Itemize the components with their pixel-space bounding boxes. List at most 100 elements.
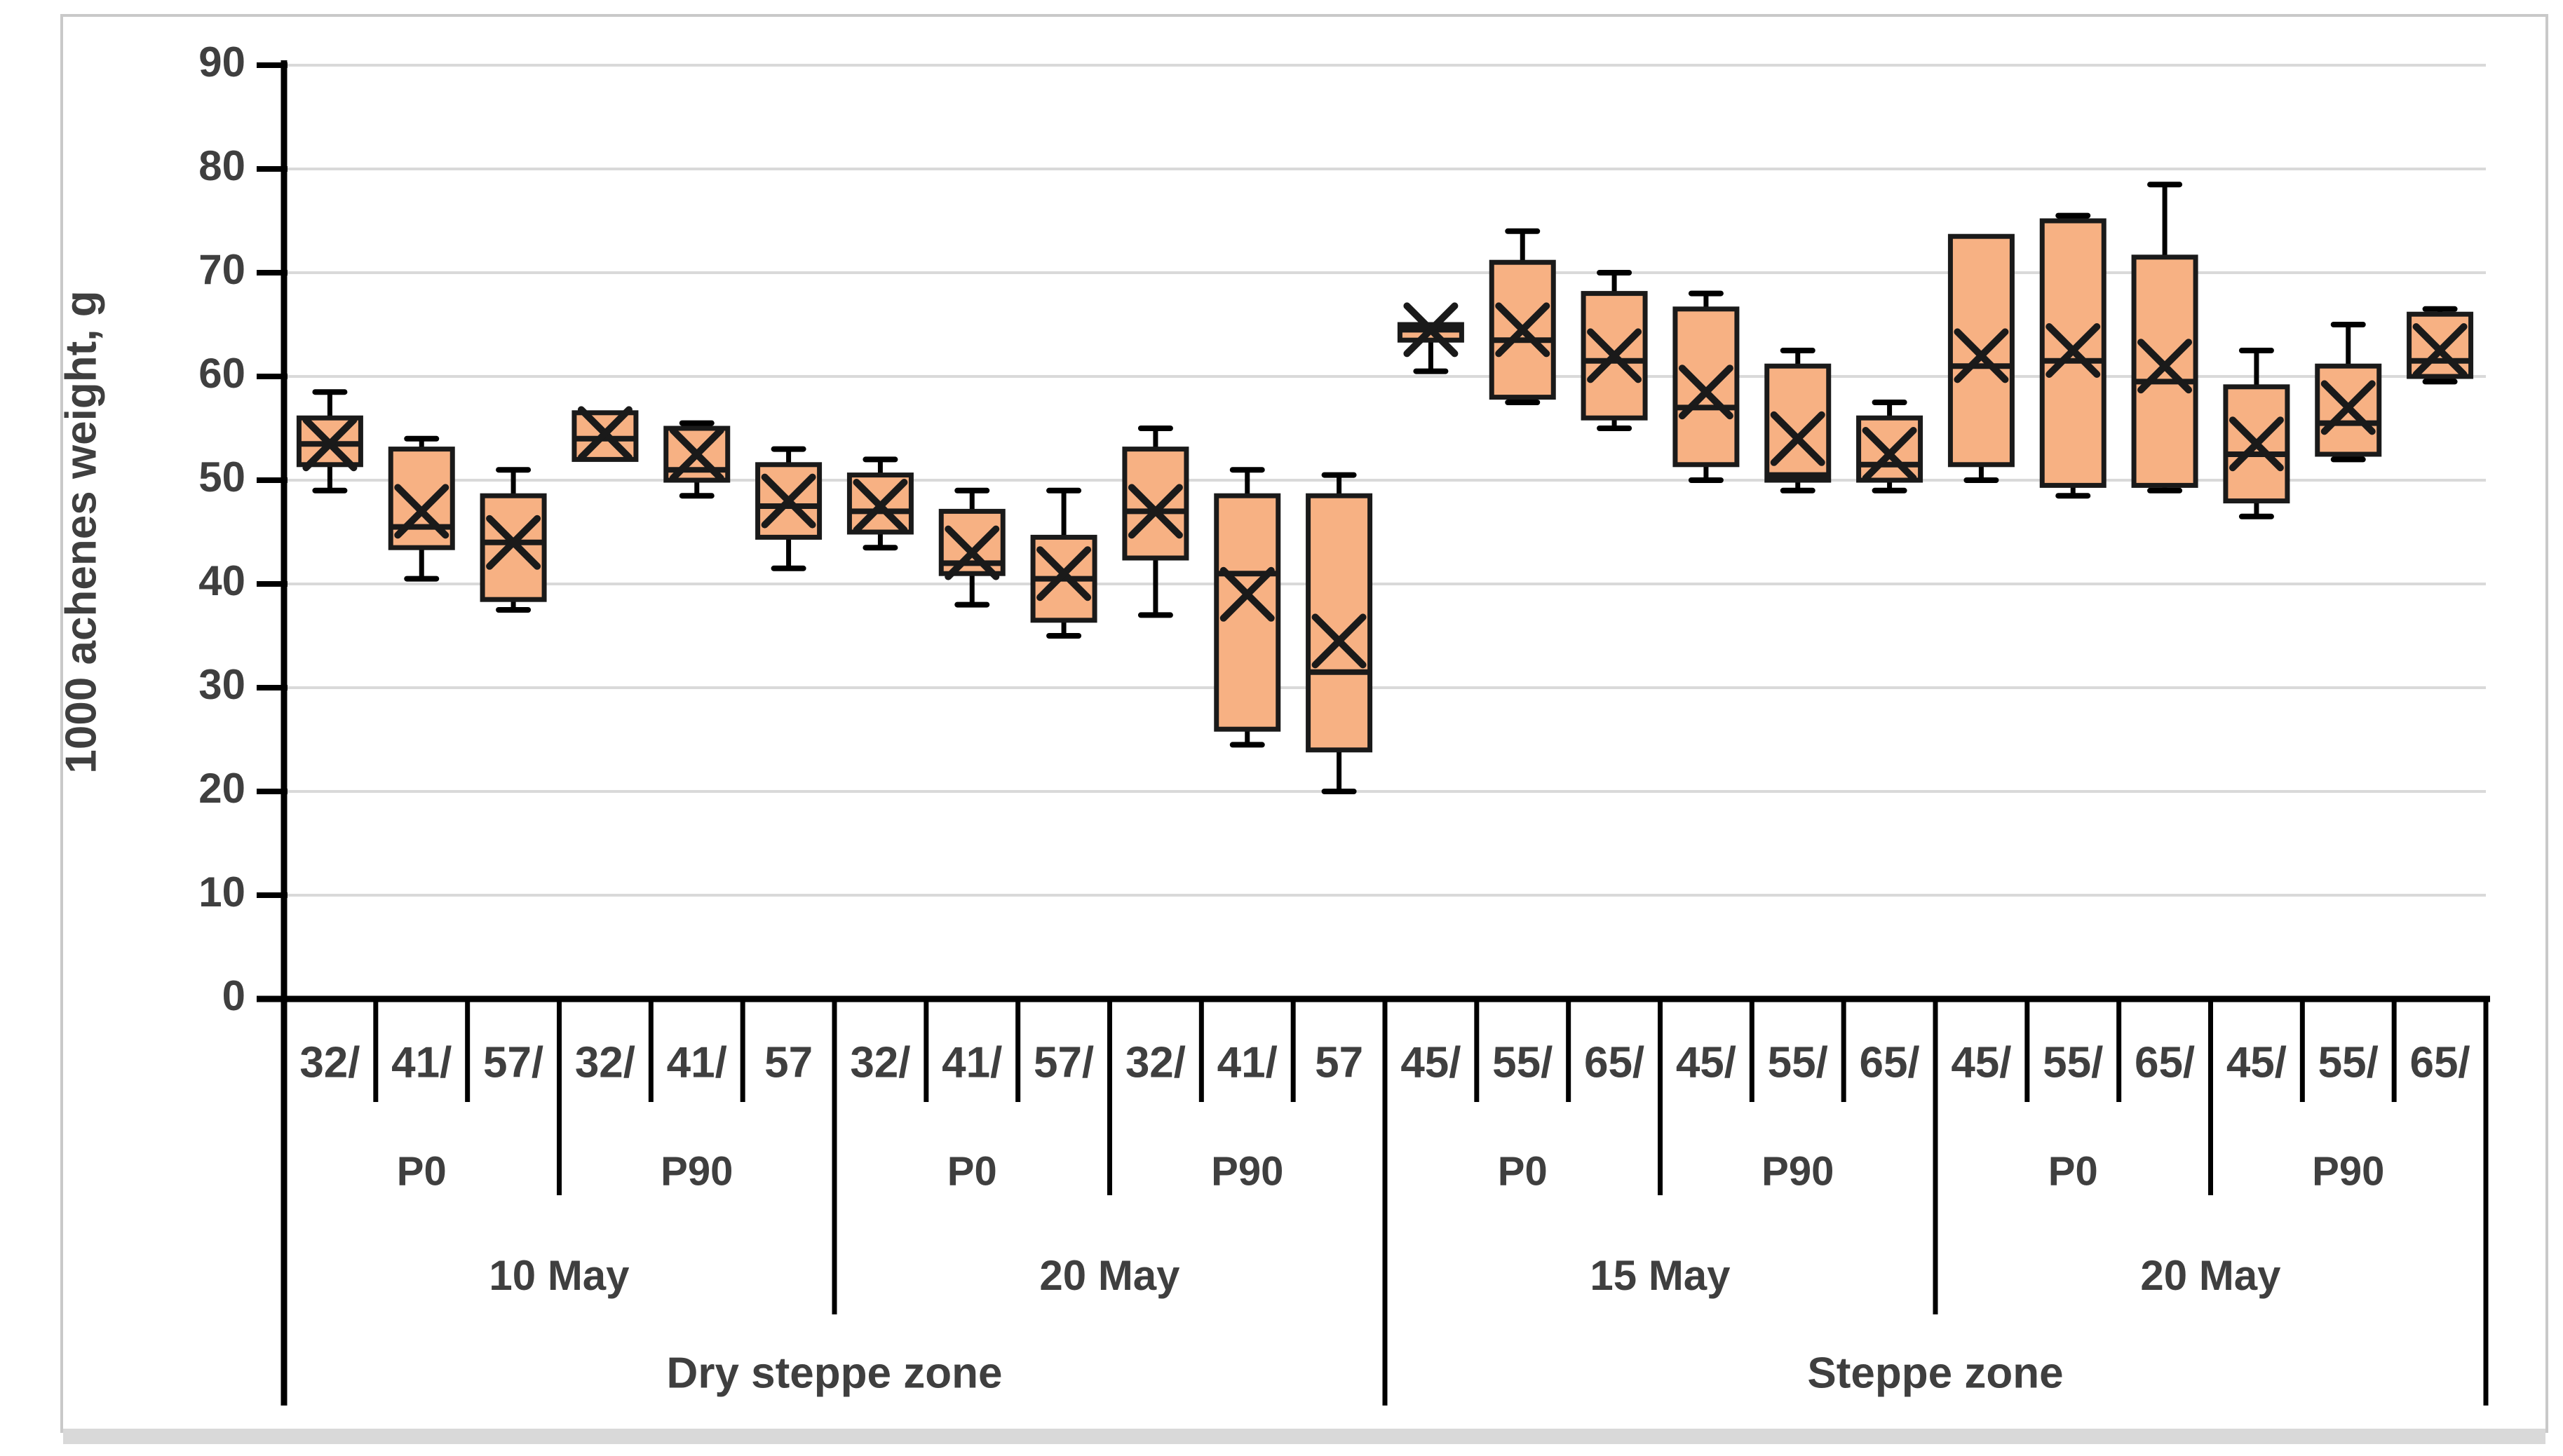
- mean-x-marker: [486, 515, 541, 570]
- zone-label: Dry steppe zone: [667, 1349, 1003, 1397]
- mean-x-marker: [761, 473, 816, 529]
- hybrid-label: 45/: [1676, 1038, 1736, 1087]
- page-edge-strip: [63, 1429, 2545, 1444]
- boxplot: [1947, 233, 2015, 483]
- mean-x-marker: [2045, 323, 2101, 378]
- boxplot: [1214, 467, 1281, 748]
- hybrid-label: 55/: [2318, 1038, 2379, 1087]
- treatment-label: P0: [947, 1148, 997, 1194]
- zone-label: Steppe zone: [1807, 1349, 2063, 1397]
- hybrid-label: 32/: [850, 1038, 910, 1087]
- y-tick-label: 50: [198, 454, 245, 501]
- treatment-label: P90: [1761, 1148, 1834, 1194]
- mean-x-marker: [394, 484, 449, 539]
- hybrid-label: 65/: [1859, 1038, 1919, 1087]
- mean-x-marker: [945, 525, 1000, 580]
- treatment-label: P0: [1498, 1148, 1548, 1194]
- mean-x-marker: [1954, 328, 2009, 383]
- treatment-label: P0: [2048, 1148, 2098, 1194]
- hybrid-label: 41/: [667, 1038, 727, 1087]
- hybrid-label: 41/: [391, 1038, 452, 1087]
- mean-x-marker: [2229, 416, 2284, 472]
- boxplot: [938, 487, 1006, 608]
- date-label: 15 May: [1590, 1252, 1731, 1299]
- gridlines: [284, 64, 2486, 897]
- mean-x-marker: [1403, 302, 1459, 358]
- boxplot: [480, 467, 547, 613]
- mean-x-marker: [2137, 339, 2193, 394]
- hybrid-label: 41/: [942, 1038, 1002, 1087]
- mean-x-marker: [1770, 411, 1825, 466]
- y-tick-label: 40: [198, 557, 245, 604]
- boxplot: [1489, 228, 1556, 405]
- category-axis-labels: 32/41/57/32/41/57 32/41/57/32/41/57 45/55/…: [299, 1038, 2470, 1397]
- treatment-label: P0: [397, 1148, 447, 1194]
- mean-x-marker: [1587, 328, 1642, 383]
- boxplot: [1122, 426, 1189, 618]
- hybrid-label: 45/: [2226, 1038, 2287, 1087]
- boxplot: [1672, 290, 1740, 483]
- hybrid-label: 41/: [1217, 1038, 1278, 1087]
- boxplot: [1306, 472, 1373, 794]
- mean-x-marker: [1862, 427, 1917, 482]
- hybrid-label: 55/: [2043, 1038, 2103, 1087]
- y-axis-title: 1000 achenes weight, g: [57, 290, 105, 773]
- hybrid-label: 32/: [299, 1038, 360, 1087]
- boxplot: [2315, 322, 2382, 463]
- hybrid-label: 55/: [1768, 1038, 1828, 1087]
- mean-x-marker: [1036, 546, 1092, 601]
- mean-x-marker: [1311, 613, 1367, 669]
- y-axis: 0 10 20 30 40 50 60 70 80 90 1000 achenes weight, …: [57, 39, 288, 1406]
- treatment-label: P90: [2312, 1148, 2384, 1194]
- hybrid-label: 65/: [2409, 1038, 2470, 1087]
- date-label: 20 May: [1039, 1252, 1180, 1299]
- treatment-label: P90: [1211, 1148, 1283, 1194]
- hybrid-label: 45/: [1400, 1038, 1461, 1087]
- boxplot: [663, 420, 731, 499]
- box-iqr: [2407, 311, 2474, 379]
- y-tick-label: 0: [222, 972, 245, 1019]
- boxplot: [296, 389, 363, 494]
- date-label: 20 May: [2140, 1252, 2281, 1299]
- boxplot: [2131, 182, 2198, 494]
- hybrid-label: 57/: [1034, 1038, 1094, 1087]
- hybrid-label: 32/: [1125, 1038, 1186, 1087]
- box-iqr: [2223, 384, 2290, 504]
- boxplot: [1030, 487, 1097, 639]
- boxplot: [572, 406, 639, 462]
- boxplot: [1856, 400, 1923, 494]
- boxplot: [2407, 306, 2474, 385]
- mean-x-marker: [302, 416, 358, 472]
- box-iqr: [1856, 415, 1923, 483]
- mean-x-marker: [1495, 302, 1550, 358]
- y-tick-label: 60: [198, 350, 245, 397]
- mean-x-marker: [669, 427, 724, 482]
- boxplot: [755, 446, 823, 571]
- hybrid-label: 65/: [1584, 1038, 1644, 1087]
- box-iqr: [1947, 233, 2015, 468]
- mean-x-marker: [577, 406, 633, 461]
- hybrid-label: 57: [764, 1038, 813, 1087]
- box-iqr: [1122, 447, 1189, 561]
- mean-x-marker: [2320, 380, 2376, 435]
- boxplot: [388, 435, 455, 582]
- hybrid-label: 32/: [575, 1038, 635, 1087]
- boxplot: [846, 456, 914, 551]
- y-tick-label: 80: [198, 142, 245, 189]
- y-tick-label: 90: [198, 39, 245, 86]
- y-tick-label: 30: [198, 661, 245, 708]
- mean-x-marker: [853, 479, 908, 533]
- date-label: 10 May: [489, 1252, 630, 1299]
- box-iqr: [1672, 306, 1740, 468]
- treatment-label: P90: [661, 1148, 733, 1194]
- y-tick-label: 10: [198, 869, 245, 916]
- boxplot: [1581, 270, 1648, 431]
- mean-x-marker: [2412, 323, 2468, 378]
- category-separators: [373, 999, 2489, 1406]
- box-iqr: [480, 493, 547, 602]
- hybrid-label: 57: [1315, 1038, 1363, 1087]
- mean-x-marker: [1128, 484, 1183, 539]
- boxplot: [2223, 348, 2290, 519]
